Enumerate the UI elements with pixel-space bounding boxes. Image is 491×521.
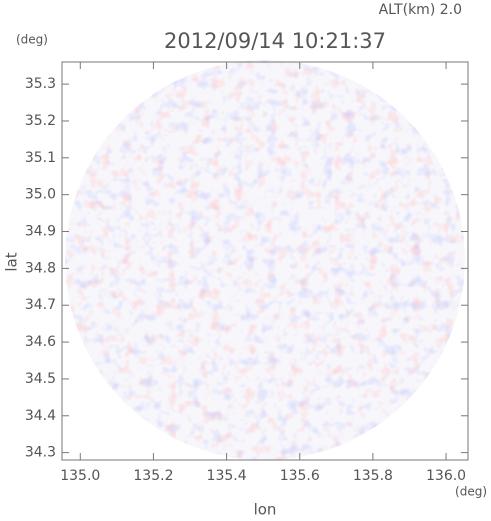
y-tick-label: 34.8 [25, 260, 56, 276]
altitude-label: ALT(km) 2.0 [379, 2, 462, 18]
chart-title: 2012/09/14 10:21:37 [164, 29, 386, 53]
y-tick-label: 35.3 [25, 76, 56, 92]
x-unit: (deg) [455, 485, 487, 499]
x-tick-label: 136.0 [426, 468, 466, 484]
x-tick-label: 135.2 [133, 468, 173, 484]
x-axis-label: lon [254, 501, 277, 519]
y-tick-label: 34.4 [25, 408, 56, 424]
y-tick-label: 34.3 [25, 445, 56, 461]
x-tick-label: 135.6 [280, 468, 320, 484]
plot-frame [61, 61, 469, 461]
y-tick-label: 35.2 [25, 113, 56, 129]
x-tick-label: 135.4 [207, 468, 247, 484]
y-axis-label: lat [3, 252, 21, 271]
y-tick-label: 34.7 [25, 297, 56, 313]
y-tick-label: 34.6 [25, 334, 56, 350]
x-tick-label: 135.0 [60, 468, 100, 484]
x-tick-label: 135.8 [353, 468, 393, 484]
y-unit: (deg) [16, 33, 48, 47]
radar-field [65, 60, 465, 460]
y-tick-label: 34.9 [25, 224, 56, 240]
y-tick-label: 35.0 [25, 187, 56, 203]
y-tick-label: 35.1 [25, 150, 56, 166]
y-tick-label: 34.5 [25, 371, 56, 387]
